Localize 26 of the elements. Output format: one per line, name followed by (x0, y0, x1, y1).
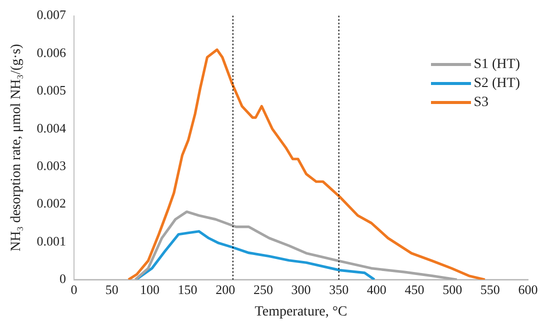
y-axis-title: NH₃ desorption rate, μmol NH₃/(g·s) (9, 44, 24, 252)
x-tick-label: 400 (366, 282, 386, 297)
x-tick-label: 250 (253, 282, 273, 297)
y-tick-label: 0.006 (36, 44, 67, 60)
y-tick-label: 0.007 (36, 7, 67, 22)
legend-label: S3 (474, 94, 489, 110)
x-tick-label: 150 (178, 282, 198, 297)
x-tick-label: 450 (404, 282, 424, 297)
x-tick-label: 550 (480, 282, 500, 297)
x-tick-label: 50 (105, 282, 118, 297)
x-tick-label: 0 (70, 282, 78, 297)
y-tick-label: 0.005 (36, 82, 66, 98)
x-tick-label: 600 (518, 282, 538, 297)
x-tick-label: 100 (140, 282, 160, 297)
y-tick-label: 0.004 (36, 120, 67, 136)
y-tick-label: 0.002 (36, 196, 66, 211)
x-tick-label: 500 (442, 282, 462, 297)
y-tick-label: 0.001 (36, 233, 66, 248)
x-tick-label: 200 (216, 282, 236, 297)
x-axis-title: Temperature, °C (254, 304, 348, 320)
legend-label: S2 (HT) (474, 76, 520, 92)
y-tick-label: 0.003 (36, 158, 66, 173)
legend-label: S1 (HT) (474, 56, 520, 72)
y-tick-label: 0 (60, 271, 66, 286)
x-tick-label: 350 (329, 282, 349, 297)
x-tick-label: 300 (291, 282, 311, 297)
